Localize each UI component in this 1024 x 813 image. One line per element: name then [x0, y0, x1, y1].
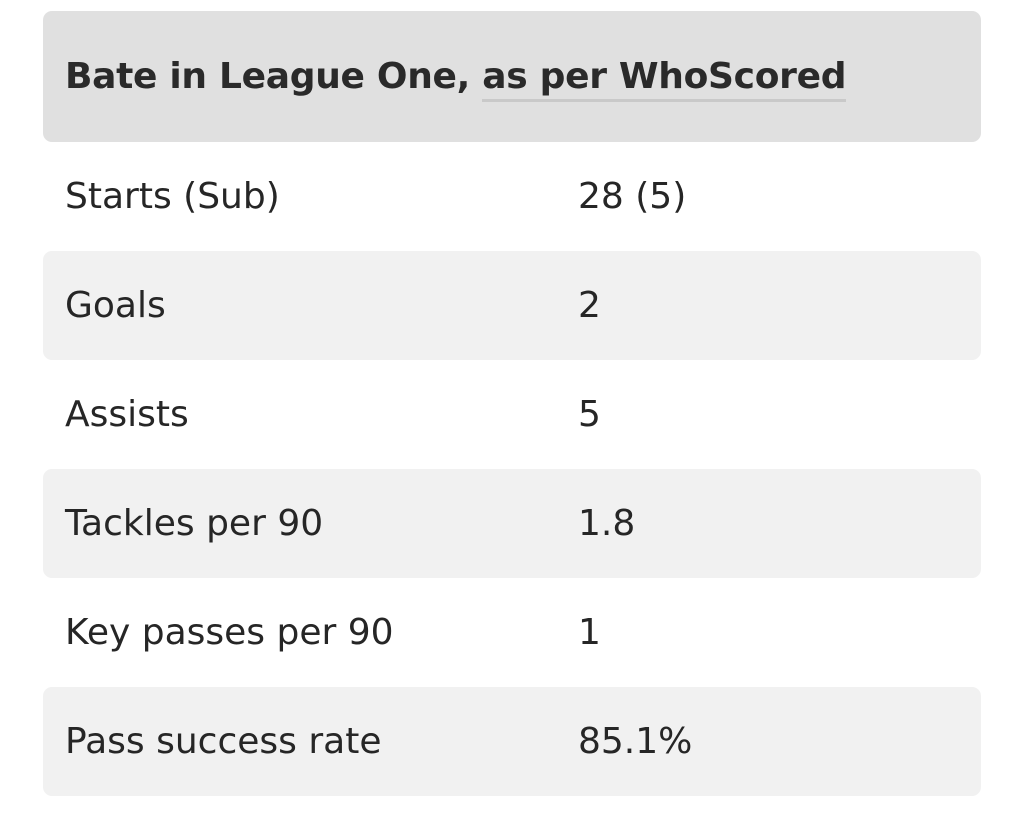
row-label: Tackles per 90 — [65, 503, 324, 544]
row-label: Starts (Sub) — [65, 176, 280, 217]
table-row-starts: Starts (Sub) 28 (5) — [43, 142, 981, 251]
row-label: Assists — [65, 394, 189, 435]
whoscored-source-link[interactable]: as per WhoScored — [482, 56, 846, 102]
row-value: 28 (5) — [578, 176, 687, 217]
row-label: Key passes per 90 — [65, 612, 394, 653]
table-row-key-passes: Key passes per 90 1 — [43, 578, 981, 687]
stats-table: Bate in League One, as per WhoScored Sta… — [43, 11, 981, 796]
row-value: 5 — [578, 394, 601, 435]
table-header: Bate in League One, as per WhoScored — [43, 11, 981, 142]
table-row-tackles: Tackles per 90 1.8 — [43, 469, 981, 578]
table-row-pass-success: Pass success rate 85.1% — [43, 687, 981, 796]
row-label: Pass success rate — [65, 721, 382, 762]
table-row-goals: Goals 2 — [43, 251, 981, 360]
table-title: Bate in League One, as per WhoScored — [65, 56, 846, 102]
row-value: 1 — [578, 612, 601, 653]
row-label: Goals — [65, 285, 166, 326]
table-row-assists: Assists 5 — [43, 360, 981, 469]
table-title-text: Bate in League One, — [65, 56, 483, 97]
row-value: 1.8 — [578, 503, 636, 544]
row-value: 2 — [578, 285, 601, 326]
row-value: 85.1% — [578, 721, 693, 762]
